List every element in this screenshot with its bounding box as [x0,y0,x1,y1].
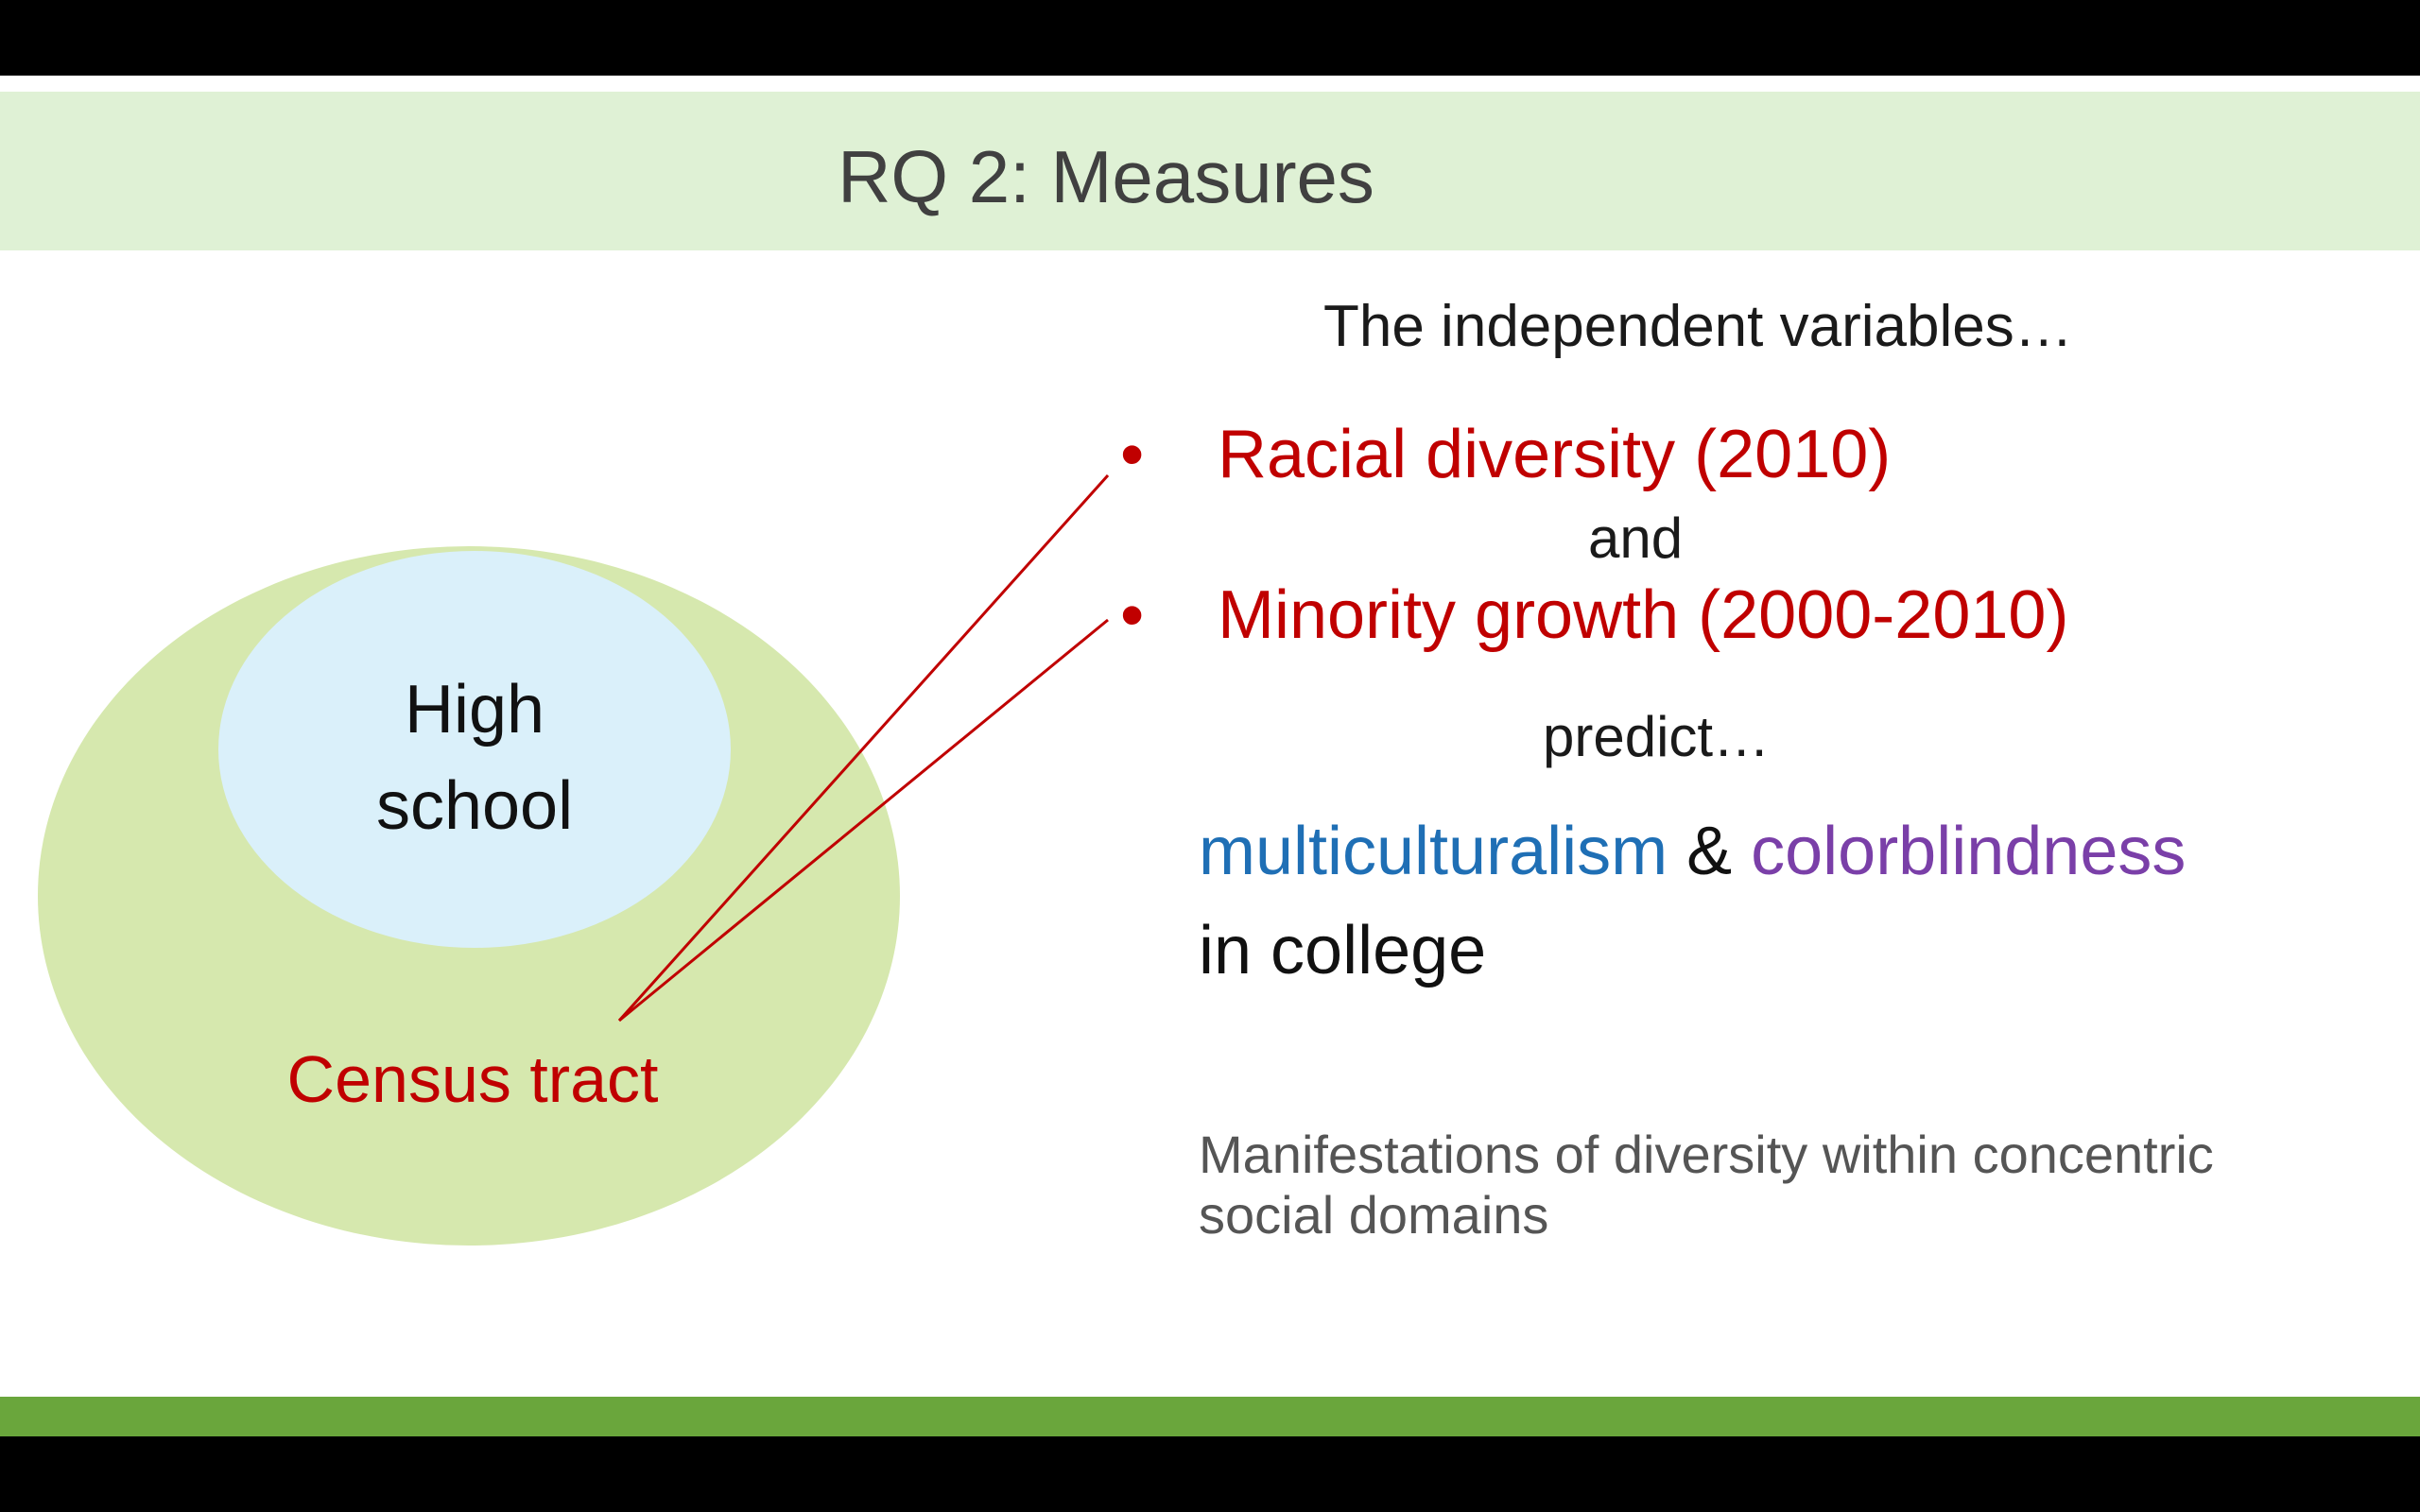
predict-text: predict… [1543,705,1771,768]
colorblindness-term: colorblindness [1751,814,2187,889]
high-school-label: High school [285,662,664,854]
concentric-domains-diagram [38,473,1110,1246]
bullet-marker: • [1120,577,1145,653]
footnote-text: Manifestations of diversity within conce… [1199,1125,2214,1245]
intro-text: The independent variables… [1323,294,2073,359]
connector-line-minority-growth [618,618,1109,1022]
bullet-racial-diversity: • Racial diversity (2010) [1120,416,1891,493]
bullet-marker: • [1120,417,1145,492]
bullet-text: Minority growth (2000-2010) [1218,577,2069,653]
bullet-text: Racial diversity (2010) [1218,417,1892,492]
title-band: RQ 2: Measures [0,92,2420,250]
high-school-ellipse [218,551,731,948]
high-school-label-line1: High [404,672,545,747]
census-tract-label: Census tract [286,1042,659,1116]
conjunction-text: and [1588,507,1684,570]
multiculturalism-term: multiculturalism [1199,814,1668,889]
outcome-joiner: & [1668,814,1752,889]
slide: RQ 2: Measures High school Census tract … [0,76,2420,1436]
bottom-band [0,1397,2420,1436]
outcome-line: multiculturalism & colorblindness [1199,813,2186,890]
slide-title: RQ 2: Measures [838,135,1374,218]
outcome-suffix: in college [1199,913,1487,988]
connector-line-racial-diversity [617,473,1110,1022]
bullet-minority-growth: • Minority growth (2000-2010) [1120,576,2068,654]
high-school-label-line2: school [375,768,574,844]
